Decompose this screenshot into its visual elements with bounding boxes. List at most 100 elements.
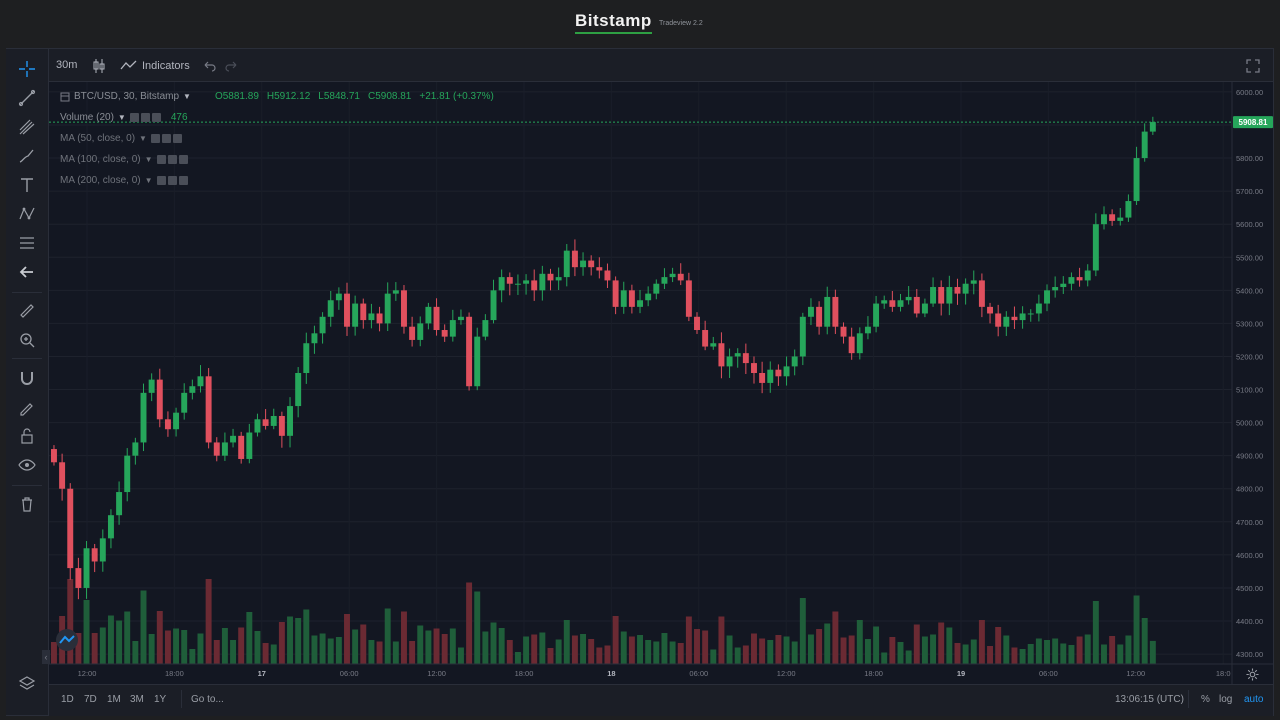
eye-icon[interactable] xyxy=(14,453,40,477)
volume-bar xyxy=(571,635,578,664)
volume-bar xyxy=(425,630,432,664)
range-1y-button[interactable]: 1Y xyxy=(154,694,167,705)
settings-icon[interactable] xyxy=(140,113,150,122)
interval-button[interactable]: 30m xyxy=(56,59,78,71)
change-value: +21.81 (+0.37%) xyxy=(419,91,494,102)
range-3m-button[interactable]: 3M xyxy=(130,694,144,705)
pattern-icon[interactable] xyxy=(14,202,40,226)
settings-icon[interactable] xyxy=(167,176,177,185)
magnet-icon[interactable] xyxy=(14,366,40,390)
y-tick-label: 4700.00 xyxy=(1236,518,1263,527)
indicator-controls[interactable] xyxy=(129,113,161,122)
chevron-down-icon[interactable]: ▼ xyxy=(183,92,191,101)
ma100-label[interactable]: MA (100, close, 0) xyxy=(60,154,141,165)
eye-icon[interactable] xyxy=(150,134,160,143)
volume-bar xyxy=(132,641,139,664)
candle-body xyxy=(99,538,106,562)
y-tick-label: 4800.00 xyxy=(1236,485,1263,494)
indicator-controls[interactable] xyxy=(156,176,188,185)
volume-bar xyxy=(1125,635,1132,664)
pitchfork-icon[interactable] xyxy=(14,115,40,139)
volume-bar xyxy=(628,636,635,664)
fullscreen-icon[interactable] xyxy=(1244,57,1262,75)
lock-pencil-icon[interactable] xyxy=(14,395,40,419)
volume-bar xyxy=(807,634,814,664)
eye-icon[interactable] xyxy=(156,176,166,185)
volume-bar xyxy=(1149,640,1156,664)
collapse-toolbar-icon[interactable]: ‹ xyxy=(42,650,50,664)
chevron-down-icon[interactable]: ▼ xyxy=(117,113,126,122)
candle-body xyxy=(213,442,220,456)
candle-style-icon[interactable] xyxy=(91,58,107,74)
range-1m-button[interactable]: 1M xyxy=(107,694,121,705)
chevron-down-icon[interactable]: ▼ xyxy=(144,155,153,164)
back-arrow-icon[interactable] xyxy=(14,260,40,284)
close-icon[interactable] xyxy=(151,113,161,122)
volume-bar xyxy=(164,630,171,664)
divider xyxy=(181,690,182,708)
candle-body xyxy=(457,316,464,321)
volume-bar xyxy=(767,640,774,664)
chevron-down-icon[interactable]: ▼ xyxy=(144,176,153,185)
ma200-label[interactable]: MA (200, close, 0) xyxy=(60,175,141,186)
volume-bar xyxy=(441,634,448,664)
candle-body xyxy=(840,326,847,337)
settings-icon[interactable] xyxy=(161,134,171,143)
range-7d-button[interactable]: 7D xyxy=(84,694,97,705)
indicator-controls[interactable] xyxy=(150,134,182,143)
indicators-button[interactable]: Indicators xyxy=(120,57,190,75)
volume-bar xyxy=(1003,635,1010,664)
percent-scale-button[interactable]: % xyxy=(1201,694,1210,705)
volume-bar xyxy=(580,634,587,664)
close-icon[interactable] xyxy=(178,176,188,185)
candle-body xyxy=(490,290,497,321)
candle-body xyxy=(197,376,204,387)
redo-icon[interactable] xyxy=(224,57,240,73)
undo-icon[interactable] xyxy=(201,57,217,73)
volume-bar xyxy=(99,627,106,664)
brush-icon[interactable] xyxy=(14,144,40,168)
y-tick-label: 6000.00 xyxy=(1236,88,1263,97)
candle-body xyxy=(1133,158,1140,202)
volume-indicator-label[interactable]: Volume (20) xyxy=(60,112,114,123)
settings-gear-icon[interactable] xyxy=(1246,668,1259,681)
log-scale-button[interactable]: log xyxy=(1219,694,1233,705)
volume-bar xyxy=(889,637,896,664)
candle-body xyxy=(987,306,994,314)
candle-body xyxy=(995,313,1002,327)
indicator-controls[interactable] xyxy=(156,155,188,164)
ruler-icon[interactable] xyxy=(14,299,40,323)
zoom-icon[interactable] xyxy=(14,328,40,352)
eye-icon[interactable] xyxy=(156,155,166,164)
goto-button[interactable]: Go to... xyxy=(191,694,224,705)
eye-icon[interactable] xyxy=(129,113,139,122)
symbol-label[interactable]: BTC/USD, 30, Bitstamp xyxy=(74,91,180,102)
close-icon[interactable] xyxy=(178,155,188,164)
layers-icon[interactable] xyxy=(14,671,40,695)
close-icon[interactable] xyxy=(172,134,182,143)
candle-body xyxy=(726,356,733,367)
range-1d-button[interactable]: 1D xyxy=(61,694,74,705)
ma50-label[interactable]: MA (50, close, 0) xyxy=(60,133,136,144)
candle-body xyxy=(230,435,237,443)
price-chart[interactable]: 4300.00 4400.00 4500.00 4600.00 4700.00 4800.… xyxy=(49,82,1274,684)
tradingview-logo-icon[interactable] xyxy=(56,629,78,651)
candle-body xyxy=(449,320,456,337)
trash-icon[interactable] xyxy=(14,492,40,516)
crosshair-icon[interactable] xyxy=(14,57,40,81)
lock-icon[interactable] xyxy=(14,424,40,448)
text-icon[interactable] xyxy=(14,173,40,197)
candle-body xyxy=(107,515,114,539)
y-tick-label: 4300.00 xyxy=(1236,650,1263,659)
version-label: Tradeview 2.2 xyxy=(659,20,703,27)
fib-icon[interactable] xyxy=(14,231,40,255)
volume-bar xyxy=(205,579,212,664)
auto-scale-button[interactable]: auto xyxy=(1244,694,1264,705)
volume-bar xyxy=(669,641,676,664)
trend-line-icon[interactable] xyxy=(14,86,40,110)
brand-logo[interactable]: Bitstamp xyxy=(575,11,652,34)
settings-icon[interactable] xyxy=(167,155,177,164)
x-tick-label: 17 xyxy=(258,669,266,678)
volume-bar xyxy=(523,636,530,664)
chevron-down-icon[interactable]: ▼ xyxy=(139,134,147,143)
